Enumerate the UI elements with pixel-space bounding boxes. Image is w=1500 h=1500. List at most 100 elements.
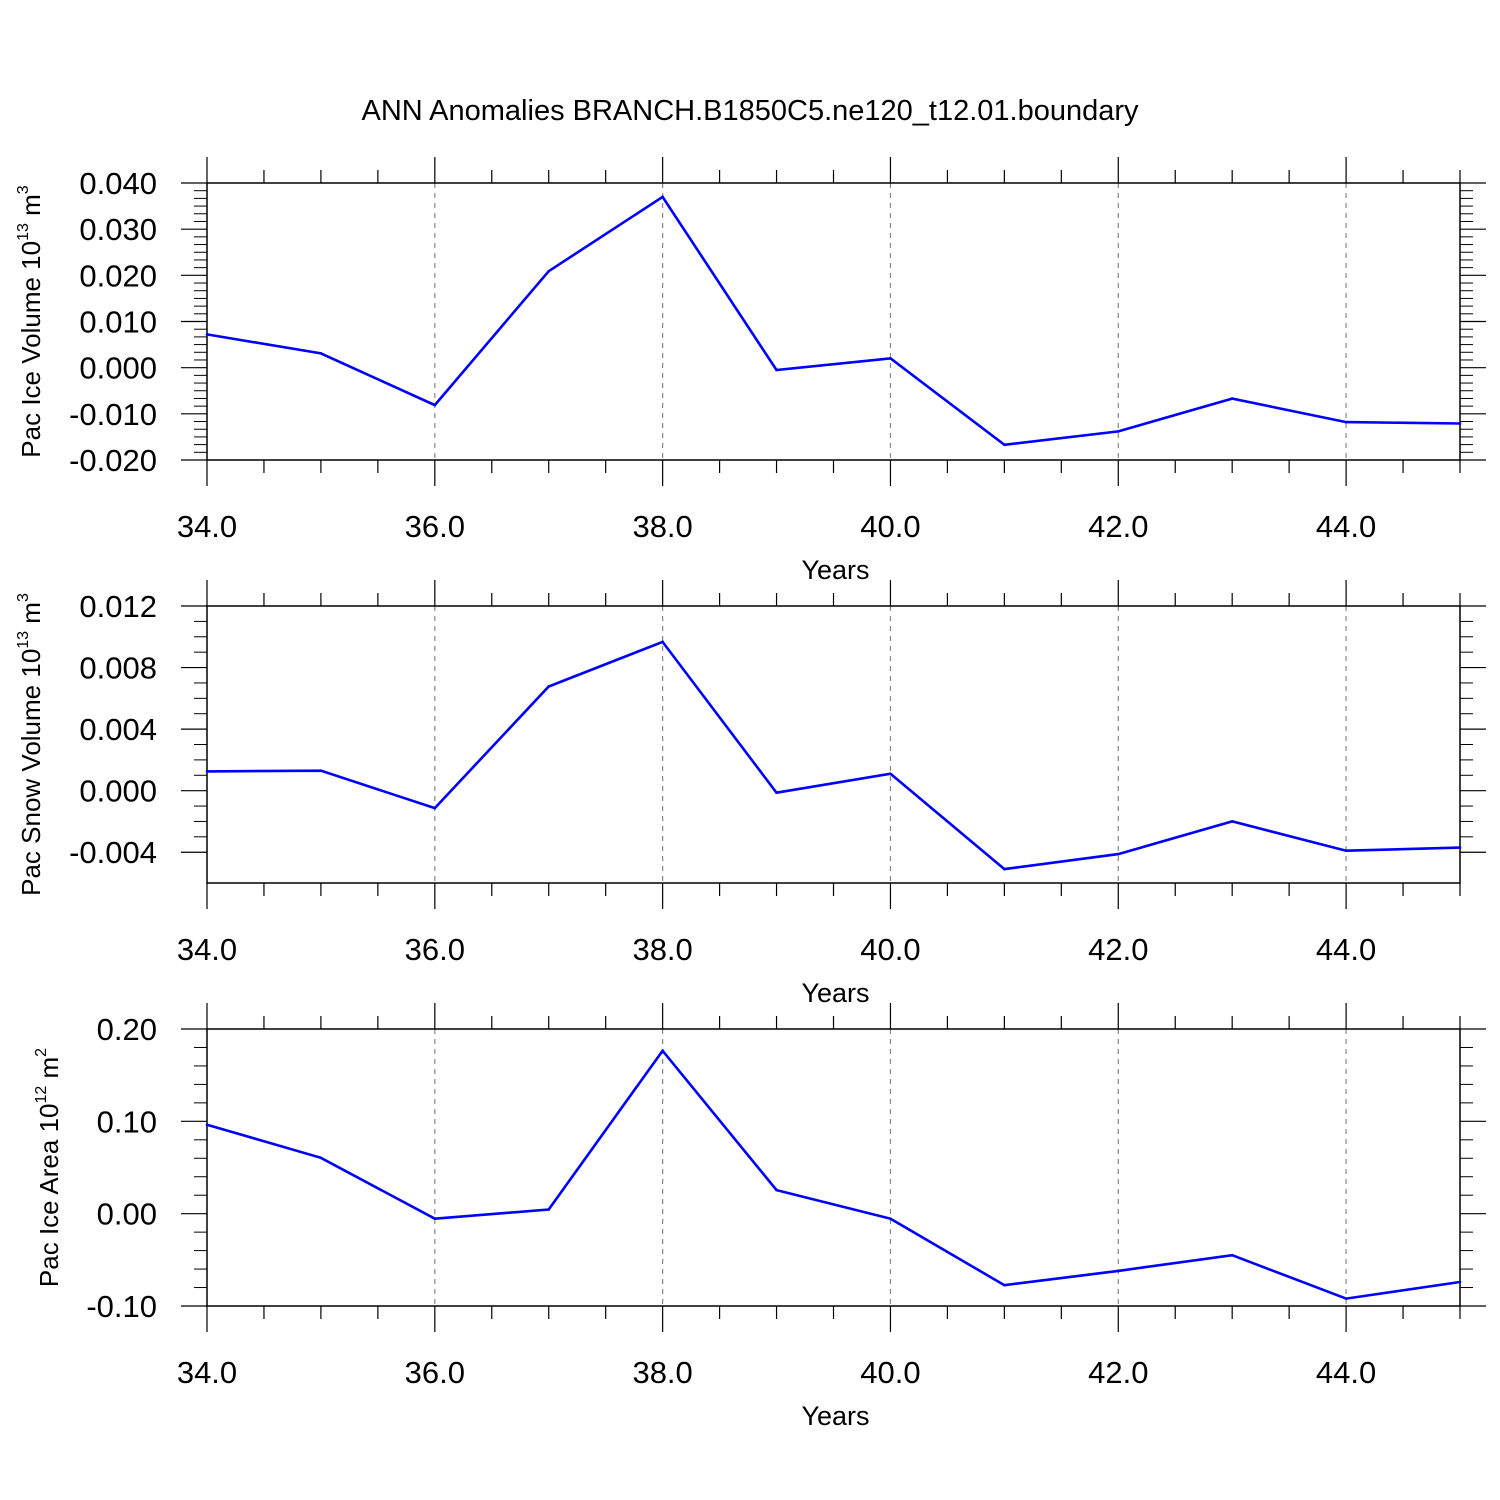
- data-point: [889, 357, 892, 360]
- y-axis-label-main: Pac Ice Area 10: [34, 1104, 64, 1288]
- data-point: [1230, 1253, 1234, 1257]
- data-point: [1003, 867, 1006, 871]
- series-line: [206, 640, 1461, 871]
- data-point: [547, 1208, 551, 1211]
- y-tick-label: 0.012: [79, 589, 157, 624]
- y-tick-label: 0.010: [79, 305, 157, 340]
- panels: 34.0 36.0 38.0 40.0 42.0 44.0 Years 0.040 0.030 0…: [15, 157, 1486, 1431]
- data-point: [1116, 1269, 1120, 1273]
- y-tick-label: 0.020: [79, 258, 157, 293]
- y-tick-label: -0.10: [86, 1289, 157, 1324]
- plot-frame: [206, 605, 1461, 884]
- x-axis-label: Years: [801, 1401, 869, 1431]
- data-point: [547, 269, 551, 273]
- data-point: [889, 772, 892, 776]
- y-tick-label: 0.000: [79, 774, 157, 809]
- x-axis-label: Years: [801, 978, 869, 1008]
- data-point: [1344, 420, 1348, 424]
- data-point: [1458, 422, 1462, 425]
- y-axis-label-unit: m: [16, 602, 46, 631]
- x-tick-label: 38.0: [632, 932, 692, 967]
- data-point: [661, 1049, 664, 1052]
- y-axis-label-unit: m: [16, 194, 46, 223]
- x-tick-label: 38.0: [632, 509, 692, 544]
- y-axis-label: Pac Ice Volume 1013 m3: [15, 185, 46, 458]
- x-tick-label: 36.0: [405, 932, 465, 967]
- y-tick-label: 0.20: [97, 1012, 157, 1047]
- data-point: [889, 1217, 892, 1221]
- data-point: [1458, 1280, 1462, 1284]
- x-tick-label: 40.0: [860, 1355, 920, 1390]
- data-point: [1116, 430, 1120, 433]
- x-tick-label: 36.0: [405, 1355, 465, 1390]
- x-tick-label: 40.0: [860, 509, 920, 544]
- data-point: [205, 333, 209, 336]
- panel-2: 34.0 36.0 38.0 40.0 42.0 44.0 Years 0.012 0.008 0…: [15, 580, 1486, 1008]
- series-line: [206, 1048, 1461, 1300]
- x-tick-label: 42.0: [1088, 509, 1148, 544]
- y-axis-label-exponent: 12: [33, 1086, 50, 1104]
- data-point: [433, 403, 437, 407]
- data-point: [775, 368, 778, 372]
- x-tick-label: 34.0: [177, 932, 237, 967]
- y-tick-label: -0.010: [69, 397, 157, 432]
- y-axis-label: Pac Ice Area 1012 m2: [33, 1048, 64, 1287]
- data-point: [319, 352, 323, 355]
- y-tick-label: -0.004: [69, 835, 157, 870]
- y-tick-label: 0.004: [79, 712, 157, 747]
- plot-frame: [206, 1028, 1461, 1307]
- data-point: [775, 791, 778, 794]
- data-point: [1230, 820, 1234, 823]
- chart-title: ANN Anomalies BRANCH.B1850C5.ne120_t12.0…: [361, 95, 1139, 127]
- y-tick-label: 0.10: [97, 1104, 157, 1139]
- x-tick-label: 34.0: [177, 509, 237, 544]
- data-point: [319, 1156, 323, 1160]
- panel-3: 34.0 36.0 38.0 40.0 42.0 44.0 Years 0.20 0.10 0.0…: [33, 1003, 1486, 1431]
- y-tick-label: 0.008: [79, 651, 157, 686]
- y-axis-label-main: Pac Ice Volume 10: [16, 241, 46, 458]
- y-axis-label-exponent: 13: [15, 631, 32, 649]
- y-tick-label: 0.040: [79, 166, 157, 201]
- x-tick-label: 44.0: [1316, 932, 1376, 967]
- data-point: [1116, 852, 1120, 856]
- x-tick-label: 44.0: [1316, 1355, 1376, 1390]
- y-tick-label: 0.000: [79, 351, 157, 386]
- plot-frame: [206, 182, 1461, 461]
- y-axis-label-unit-exponent: 3: [15, 593, 32, 602]
- y-axis-label-exponent: 13: [15, 223, 32, 241]
- data-point: [661, 195, 664, 199]
- series-line: [206, 195, 1461, 447]
- x-axis-label: Years: [801, 555, 869, 585]
- data-point: [205, 1123, 209, 1127]
- panel-1: 34.0 36.0 38.0 40.0 42.0 44.0 Years 0.040 0.030 0…: [15, 157, 1486, 585]
- x-tick-label: 40.0: [860, 932, 920, 967]
- y-axis-label-unit-exponent: 3: [15, 185, 32, 194]
- y-axis-label: Pac Snow Volume 1013 m3: [15, 593, 46, 896]
- data-point: [1003, 1283, 1006, 1287]
- data-point: [205, 770, 209, 773]
- x-tick-label: 34.0: [177, 1355, 237, 1390]
- y-axis-label-unit: m: [34, 1057, 64, 1086]
- data-point: [547, 685, 551, 688]
- y-axis-label-unit-exponent: 2: [33, 1048, 50, 1057]
- x-tick-label: 36.0: [405, 509, 465, 544]
- data-point: [775, 1188, 778, 1192]
- data-point: [319, 769, 323, 772]
- x-tick-label: 42.0: [1088, 1355, 1148, 1390]
- data-point: [433, 806, 437, 810]
- x-tick-label: 38.0: [632, 1355, 692, 1390]
- data-point: [661, 640, 664, 644]
- y-tick-label: 0.030: [79, 212, 157, 247]
- x-tick-label: 42.0: [1088, 932, 1148, 967]
- y-tick-label: 0.00: [97, 1197, 157, 1232]
- data-point: [1003, 443, 1006, 447]
- data-point: [1230, 397, 1234, 400]
- data-point: [1344, 1297, 1348, 1300]
- y-axis-label-main: Pac Snow Volume 10: [16, 649, 46, 896]
- data-point: [1344, 849, 1348, 852]
- data-point: [1458, 846, 1462, 849]
- y-tick-label: -0.020: [69, 443, 157, 478]
- x-tick-label: 44.0: [1316, 509, 1376, 544]
- data-point: [433, 1217, 437, 1221]
